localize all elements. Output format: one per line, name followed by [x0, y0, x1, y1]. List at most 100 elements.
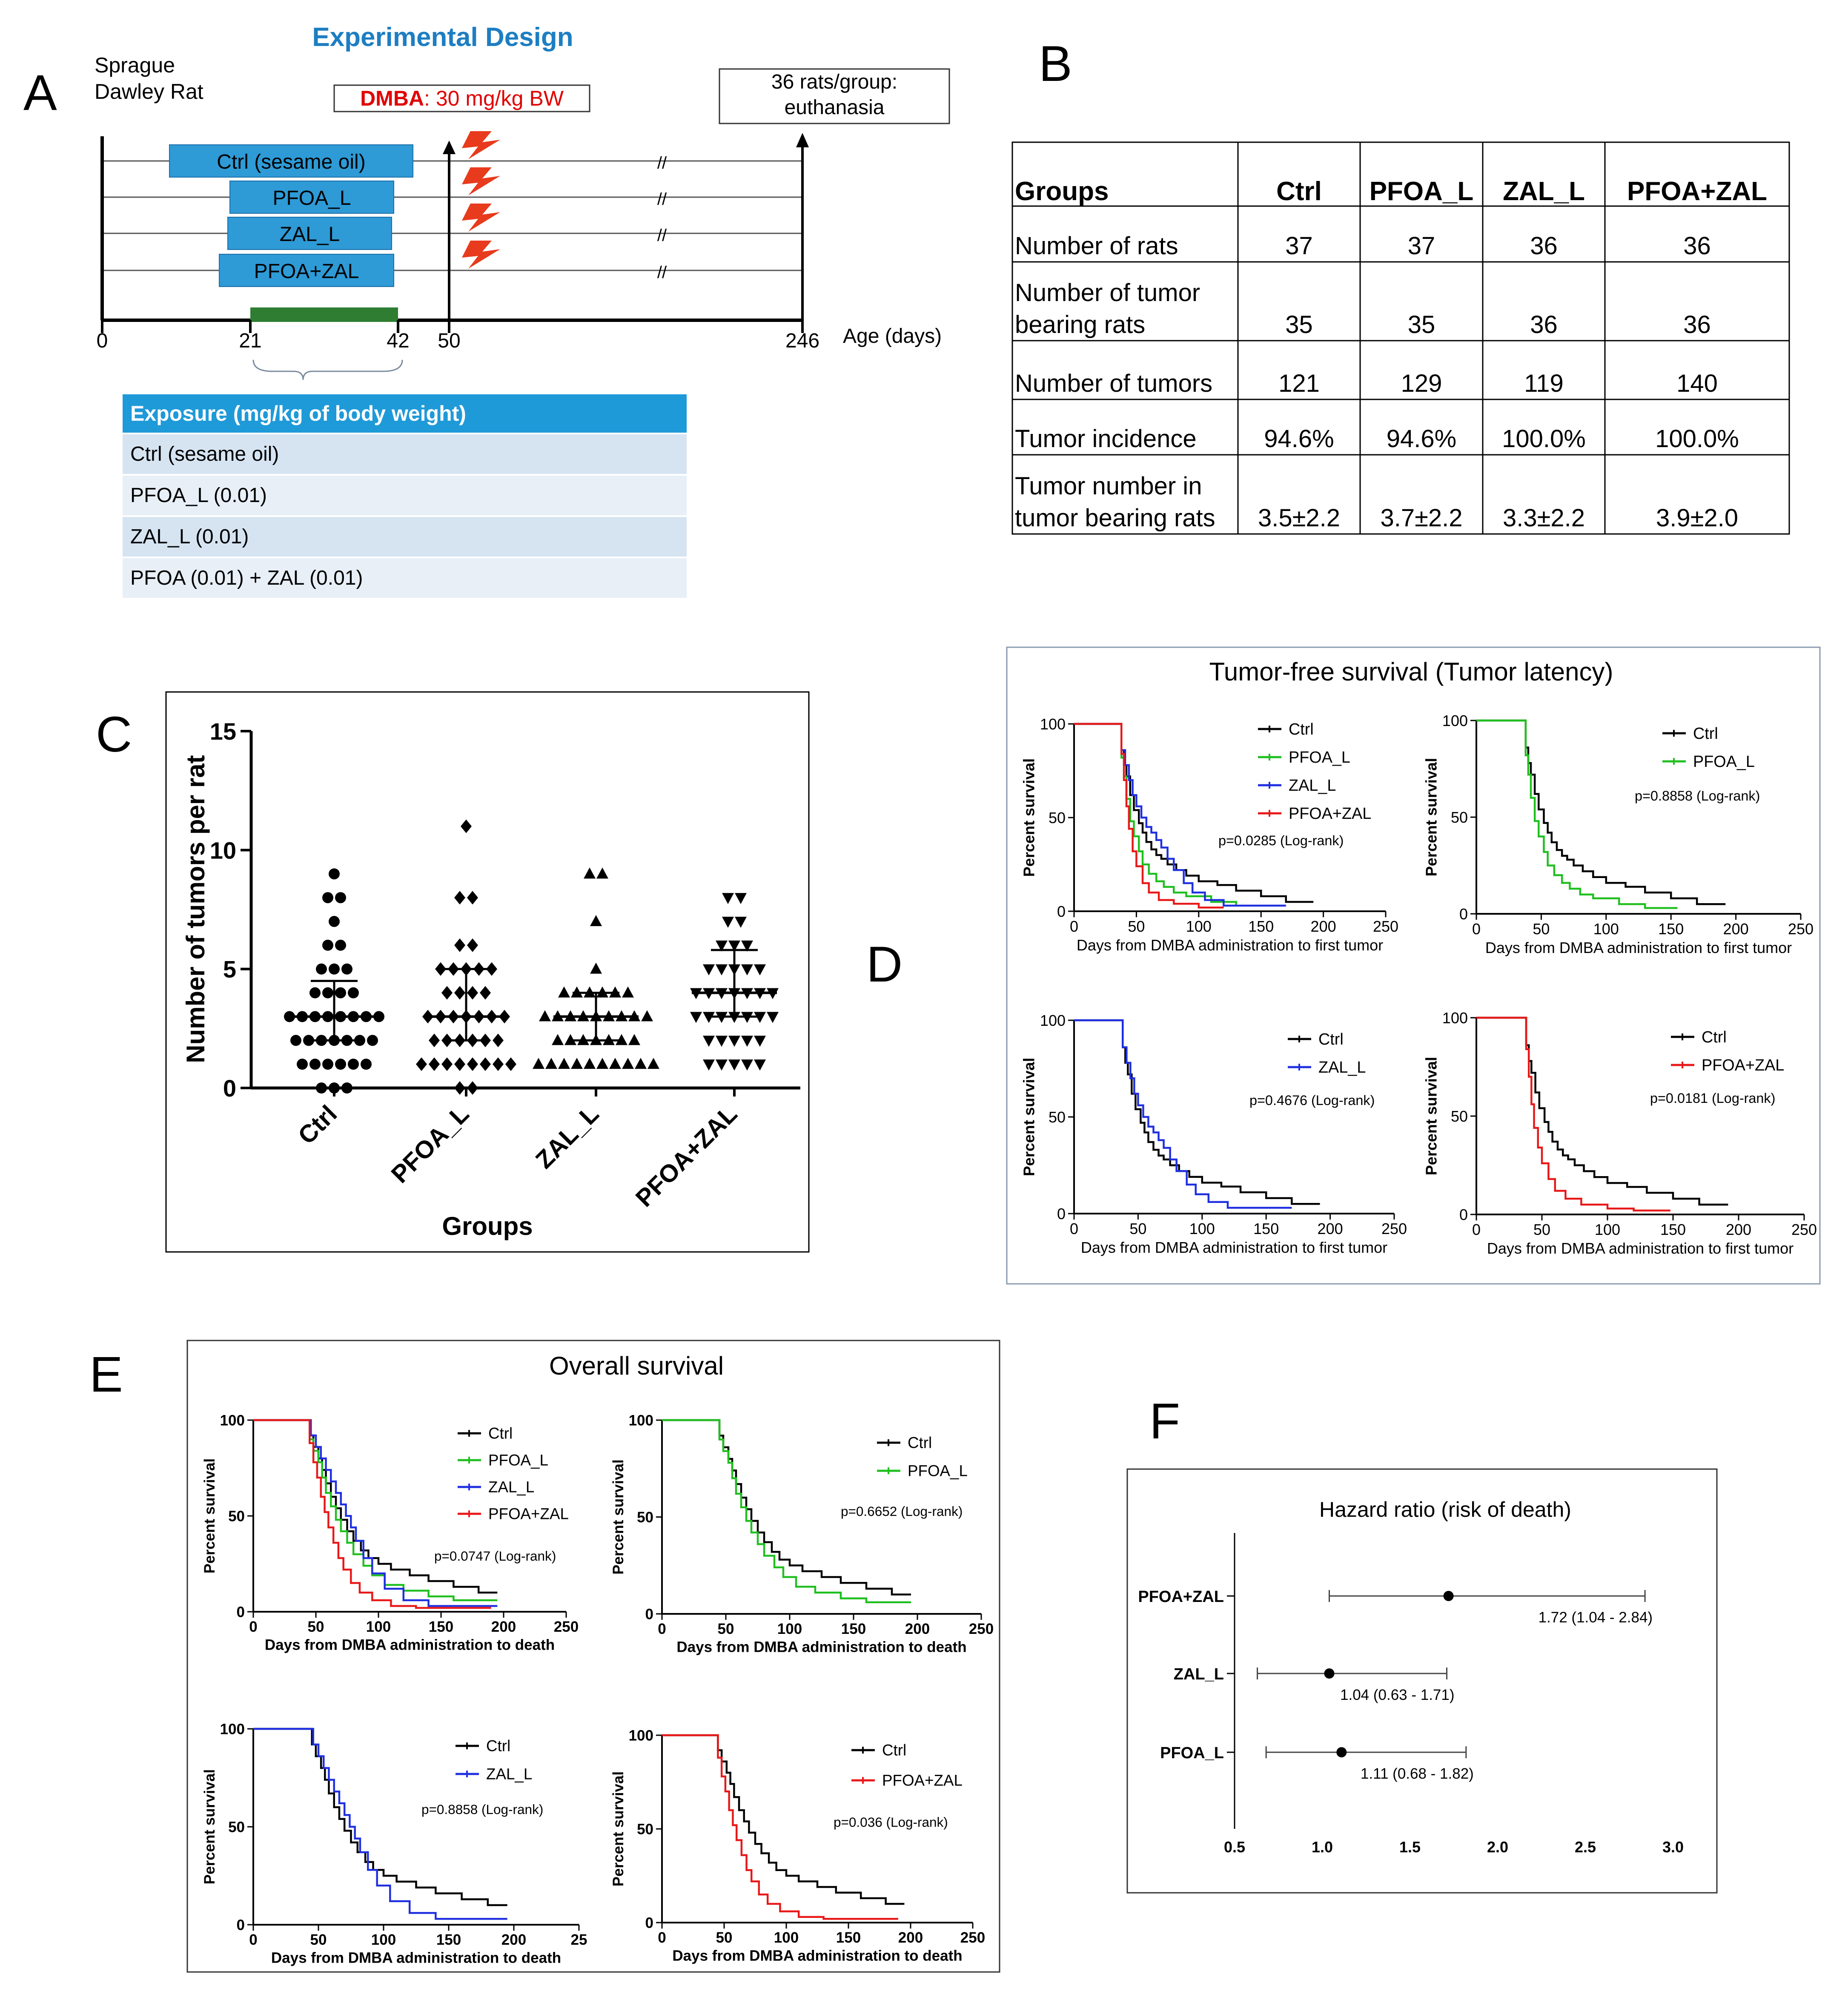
x-tick-label: 250 [960, 1929, 985, 1946]
x-axis-label: Days from DMBA administration to first t… [1485, 939, 1792, 956]
exposure-table-row [123, 517, 687, 557]
timeline-axis-label: Age (days) [843, 325, 942, 347]
legend-label: ZAL_L [1289, 777, 1336, 795]
timeline-tick-label: 246 [785, 330, 819, 352]
x-axis-label: Days from DMBA administration to death [676, 1639, 966, 1655]
data-point [348, 1059, 359, 1070]
group-box-label: Ctrl (sesame oil) [217, 151, 365, 173]
data-point [539, 1010, 551, 1022]
y-tick-label: 0 [645, 1915, 653, 1932]
data-point [297, 1059, 308, 1070]
dmba-arrow-head [443, 141, 456, 154]
data-point [754, 1036, 766, 1047]
exposure-table-row [123, 476, 687, 515]
km-subplot: 0 50 100 0 50 100 150 200 250 Percent survival Day… [201, 1412, 579, 1653]
y-axis-label: Percent survival [1020, 1058, 1037, 1176]
results-table-cell: 100.0% [1502, 425, 1586, 453]
data-point [322, 987, 333, 999]
data-point [558, 1058, 570, 1069]
data-point [648, 1058, 659, 1069]
results-table-frame [1011, 141, 1790, 535]
survival-curve-pfoa [662, 1419, 911, 1603]
data-point [728, 940, 740, 952]
data-point [329, 868, 340, 880]
x-tick-label: 0 [658, 1621, 666, 1637]
data-point [316, 963, 327, 975]
p-value-label: p=0.8858 (Log-rank) [1635, 788, 1760, 804]
survival-curve-zal [1074, 1019, 1292, 1209]
panel-e-title: Overall survival [549, 1352, 724, 1380]
p-value-label: p=0.0747 (Log-rank) [434, 1548, 556, 1564]
data-point [641, 1010, 653, 1022]
x-tick-label: 150 [429, 1619, 453, 1635]
data-point [467, 986, 478, 1000]
x-axis-label: Days from DMBA administration to death [265, 1636, 555, 1653]
x-axis-label: Days from DMBA administration to first t… [1077, 936, 1383, 954]
euthanasia-box [719, 68, 950, 124]
data-point [741, 940, 753, 952]
km-subplot: 0 50 100 0 50 100 150 200 250 Percent survival Day… [1020, 1012, 1407, 1256]
results-table-cell: 36 [1530, 311, 1558, 339]
x-tick-label: 0.5 [1224, 1838, 1245, 1856]
y-axis-label: Percent survival [610, 1771, 627, 1886]
x-tick-label: 50 [718, 1621, 734, 1637]
x-tick-label: 50 [716, 1929, 733, 1946]
y-tick-label: 50 [228, 1508, 245, 1525]
km-subplot: 0 50 100 0 50 100 150 200 250 Percent survival Day… [1422, 1009, 1817, 1257]
data-point [622, 1058, 634, 1069]
euthanasia-line2: euthanasia [785, 96, 885, 119]
data-point [309, 987, 321, 999]
legend-label: PFOA_L [908, 1462, 968, 1480]
y-tick-label: 50 [1049, 1108, 1066, 1126]
survival-curve-zal [253, 1728, 507, 1920]
data-point [354, 1035, 365, 1046]
data-point [284, 1011, 295, 1022]
break-mark: // [657, 154, 667, 172]
results-table-cell: 37 [1285, 232, 1313, 260]
panel-d-frame [1006, 646, 1821, 1285]
results-table-header-cell: PFOA+ZAL [1627, 177, 1767, 206]
x-tick-label: 100 [366, 1619, 391, 1635]
x-tick-label: 250 [969, 1621, 994, 1637]
survival-curve-ctrl [662, 1734, 905, 1905]
data-point [722, 893, 734, 904]
hazard-ratio-label: 1.72 (1.04 - 2.84) [1539, 1609, 1653, 1626]
p-value-label: p=0.0181 (Log-rank) [1650, 1091, 1775, 1106]
results-table-cell: 140 [1676, 370, 1718, 397]
legend-label: Ctrl [1702, 1028, 1727, 1046]
results-table-row-label: bearing rats [1015, 311, 1145, 339]
y-axis-label: Percent survival [1422, 758, 1440, 876]
break-mark: // [657, 226, 667, 245]
results-table-cell: 35 [1408, 311, 1435, 339]
legend-label: ZAL_L [1318, 1059, 1366, 1076]
km-subplot: 0 50 100 0 50 100 150 200 25 Percent survival Days… [201, 1721, 587, 1966]
x-tick-label: 0 [249, 1932, 257, 1948]
legend-label: Ctrl [1693, 725, 1718, 743]
y-tick-label: 50 [1451, 1108, 1468, 1125]
data-point [735, 893, 747, 904]
data-point [741, 1059, 753, 1071]
y-axis-label: Percent survival [610, 1459, 627, 1574]
data-point [435, 962, 446, 976]
data-point [309, 1059, 321, 1070]
data-point [616, 1034, 627, 1045]
data-point [303, 1035, 314, 1046]
survival-curve-combo [662, 1734, 898, 1920]
x-tick-label: 200 [501, 1932, 526, 1948]
group-box-label: PFOA+ZAL [254, 260, 359, 283]
data-point [728, 1036, 740, 1047]
results-table-cell: 100.0% [1655, 425, 1739, 453]
p-value-label: p=0.4676 (Log-rank) [1249, 1093, 1375, 1108]
data-point [571, 1058, 583, 1069]
data-point [716, 940, 728, 952]
legend-label: PFOA_L [488, 1452, 548, 1469]
break-mark: // [657, 190, 667, 209]
panel-letter-b: B [1039, 36, 1072, 92]
group-box [169, 144, 413, 178]
data-point [467, 1057, 478, 1071]
data-point [703, 1036, 715, 1047]
survival-curve-combo [1476, 1016, 1670, 1212]
legend-label: ZAL_L [486, 1765, 532, 1783]
